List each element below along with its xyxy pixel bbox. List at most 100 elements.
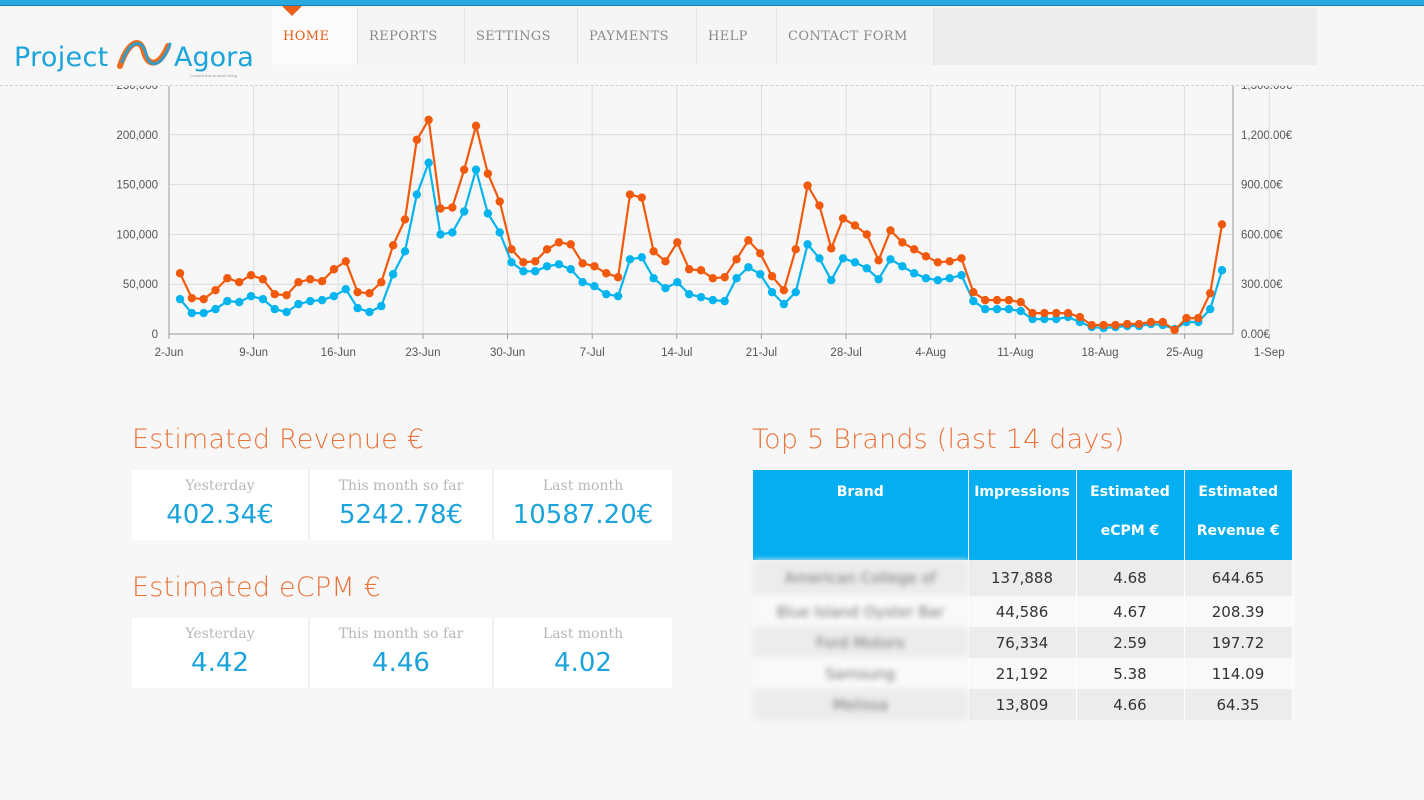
nav-help[interactable]: HELP xyxy=(697,8,777,65)
data-point-right xyxy=(980,295,990,305)
data-point-left xyxy=(531,267,540,276)
ecpm-cell: 4.67 xyxy=(1076,596,1185,627)
data-point-right xyxy=(223,274,232,283)
x-tick-label: 25-Aug xyxy=(1166,347,1203,359)
table-header-row: Brand Impressions Estimated eCPM € Estima… xyxy=(753,470,1292,560)
data-point-left xyxy=(992,304,1002,314)
brand-name: Blue Island Oyster Bar xyxy=(753,596,969,627)
data-point-left xyxy=(412,190,422,199)
data-point-left xyxy=(756,270,765,279)
data-point-left xyxy=(554,260,564,269)
y-right-tick-label: 300.00€ xyxy=(1241,279,1283,291)
data-point-left xyxy=(696,292,706,302)
data-point-left xyxy=(625,255,635,264)
nav-filler xyxy=(934,8,1317,65)
x-tick-label: 16-Jun xyxy=(321,347,356,359)
data-point-left xyxy=(673,278,682,287)
col-impressions[interactable]: Impressions xyxy=(968,470,1077,560)
x-tick-label: 18-Aug xyxy=(1081,347,1118,359)
nav-contact-form[interactable]: CONTACT FORM xyxy=(777,8,934,65)
kpi-label: This month so far xyxy=(338,478,464,494)
data-point-right xyxy=(353,287,362,297)
data-point-right xyxy=(199,294,208,304)
col-ecpm[interactable]: Estimated eCPM € xyxy=(1076,470,1185,560)
data-point-right xyxy=(744,236,753,245)
ecpm-last-month: Last month 4.02 xyxy=(494,618,672,688)
data-point-right xyxy=(235,278,244,287)
data-point-right xyxy=(1134,319,1144,329)
nav-reports[interactable]: REPORTS xyxy=(358,8,465,65)
data-point-left xyxy=(519,267,528,276)
data-point-right xyxy=(625,190,635,199)
col-ecpm-label-2: eCPM € xyxy=(1100,523,1160,539)
data-point-right xyxy=(531,257,540,266)
data-point-right xyxy=(175,269,185,278)
data-point-right xyxy=(412,135,422,144)
data-point-right xyxy=(649,247,658,256)
data-point-left xyxy=(980,304,990,314)
header: Project Agora Content that is worth livi… xyxy=(0,6,1424,86)
table-row: Blue Island Oyster Bar 44,586 4.67 208.3… xyxy=(753,596,1293,627)
data-point-right xyxy=(306,275,315,284)
nav-home-label: HOME xyxy=(283,29,330,44)
data-point-left xyxy=(909,269,919,278)
revenue-cell: 208.39 xyxy=(1184,596,1293,627)
data-point-right xyxy=(1182,313,1191,323)
y-left-tick-label: 50,000 xyxy=(123,279,158,291)
data-point-right xyxy=(471,121,481,131)
data-point-left xyxy=(1217,266,1227,275)
data-point-right xyxy=(696,266,706,275)
data-point-left xyxy=(459,207,469,216)
active-caret-icon xyxy=(282,6,302,16)
x-tick-label: 1-Sep xyxy=(1254,347,1285,359)
data-point-right xyxy=(211,285,220,295)
data-point-left xyxy=(732,274,741,283)
x-tick-label: 4-Aug xyxy=(915,347,946,359)
data-point-left xyxy=(886,255,895,264)
revenue-section-title: Estimated Revenue € xyxy=(132,424,425,455)
revenue-cell: 64.35 xyxy=(1184,689,1293,720)
data-point-right xyxy=(957,254,966,263)
y-right-tick-label: 1,200.00€ xyxy=(1241,130,1293,142)
data-point-right xyxy=(377,278,386,287)
ecpm-month-so-far: This month so far 4.46 xyxy=(310,618,494,688)
nav-settings-label: SETTINGS xyxy=(476,29,551,44)
col-revenue[interactable]: Estimated Revenue € xyxy=(1184,470,1292,560)
kpi-value: 402.34€ xyxy=(166,500,274,530)
col-brand[interactable]: Brand xyxy=(753,470,969,560)
data-point-left xyxy=(270,304,279,314)
revenue-cell: 114.09 xyxy=(1184,658,1293,689)
nav-home[interactable]: HOME xyxy=(272,6,358,65)
data-point-right xyxy=(720,273,729,282)
data-point-right xyxy=(803,181,812,190)
nav-payments[interactable]: PAYMENTS xyxy=(578,8,697,65)
data-point-left xyxy=(590,281,599,291)
logo-word-project: Project xyxy=(14,42,109,73)
col-revenue-label-2: Revenue € xyxy=(1196,523,1280,539)
data-point-right xyxy=(933,258,943,267)
data-point-left xyxy=(471,165,481,174)
logo-swirl-icon xyxy=(117,40,172,69)
data-point-left xyxy=(377,301,386,311)
project-agora-logo[interactable]: Project Agora Content that is worth livi… xyxy=(14,32,264,80)
data-point-left xyxy=(708,295,718,305)
kpi-label: Yesterday xyxy=(185,626,255,642)
table-row: American College of 137,888 4.68 644.65 xyxy=(753,560,1293,596)
kpi-label: Last month xyxy=(542,626,624,642)
data-point-left xyxy=(400,247,410,256)
data-point-left xyxy=(187,308,197,318)
y-left-tick-label: 200,000 xyxy=(116,130,158,142)
data-point-left xyxy=(448,228,457,237)
ecpm-cell: 5.38 xyxy=(1076,658,1185,689)
data-point-left xyxy=(827,276,836,285)
data-point-left xyxy=(424,158,433,167)
data-point-right xyxy=(448,203,457,212)
ecpm-section-title: Estimated eCPM € xyxy=(132,572,381,603)
revenue-cell: 644.65 xyxy=(1184,560,1293,596)
y-right-tick-label: 600.00€ xyxy=(1241,229,1283,241)
nav-settings[interactable]: SETTINGS xyxy=(465,8,578,65)
nav-help-label: HELP xyxy=(708,29,748,44)
ecpm-cell: 2.59 xyxy=(1076,627,1185,658)
data-point-right xyxy=(1217,220,1227,229)
nav-reports-label: REPORTS xyxy=(369,29,438,44)
